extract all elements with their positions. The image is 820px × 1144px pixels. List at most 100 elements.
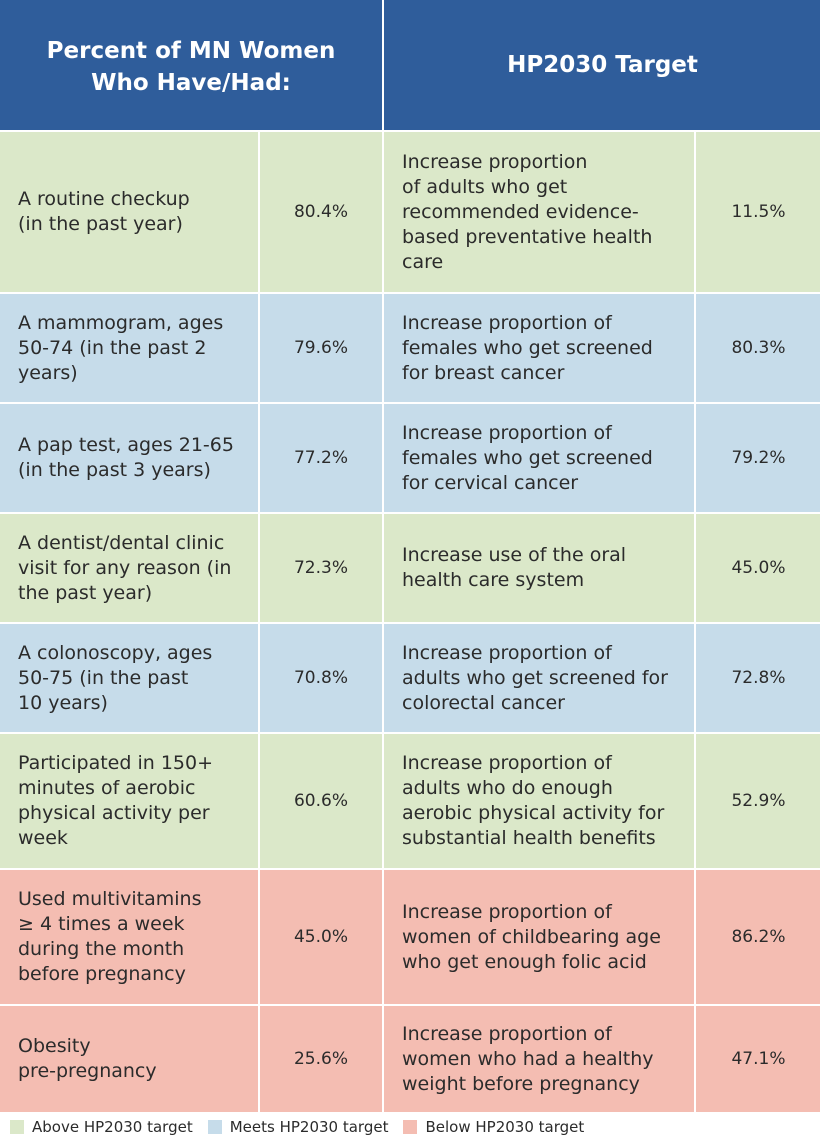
measure-text: Obesity pre-pregnancy bbox=[18, 1034, 157, 1084]
target-description-line: of adults who get bbox=[402, 175, 568, 198]
target-description-line: based preventative health bbox=[402, 225, 653, 248]
measure-line: A routine checkup bbox=[18, 188, 190, 210]
measure-line: visit for any reason (in bbox=[18, 556, 232, 579]
target-value-cell: 79.2% bbox=[696, 404, 820, 512]
target-description-line: Increase proportion of bbox=[402, 421, 612, 444]
mn-value-cell: 80.4% bbox=[260, 132, 382, 292]
target-description-text: Increase proportion of adults who do enou… bbox=[402, 751, 664, 851]
measure-line: 50-75 (in the past bbox=[18, 666, 189, 689]
measure-line: pre-pregnancy bbox=[18, 1060, 157, 1082]
measure-line: A mammogram, ages bbox=[18, 311, 224, 334]
measure-line: 10 years) bbox=[18, 691, 108, 714]
measure-cell: Participated in 150+ minutes of aerobic ph… bbox=[0, 734, 258, 868]
target-description-line: adults who do enough bbox=[402, 777, 613, 799]
target-description-line: Increase proportion of bbox=[402, 900, 612, 923]
measure-line: (in the past 3 years) bbox=[18, 459, 211, 481]
target-description-cell: Increase use of the oral health care syst… bbox=[384, 514, 694, 622]
target-description-cell: Increase proportion of females who get sc… bbox=[384, 404, 694, 512]
target-description-line: substantial health benefits bbox=[402, 827, 656, 849]
target-description-line: Increase use of the oral bbox=[402, 544, 627, 566]
measure-line: A colonoscopy, ages bbox=[18, 641, 213, 664]
measure-line: during the month bbox=[18, 938, 185, 960]
target-description-line: Increase proportion of bbox=[402, 752, 612, 774]
target-description-cell: Increase proportion of women of childbear… bbox=[384, 870, 694, 1004]
header-left-line-1: Percent of MN Women bbox=[46, 38, 336, 64]
target-description-line: females who get screened bbox=[402, 336, 653, 359]
measure-line: week bbox=[18, 827, 68, 849]
mn-value-cell: 45.0% bbox=[260, 870, 382, 1004]
target-description-line: Increase proportion of bbox=[402, 311, 612, 334]
target-description-cell: Increase proportion of adults who do enou… bbox=[384, 734, 694, 868]
legend-swatch bbox=[403, 1120, 418, 1134]
target-value-cell: 45.0% bbox=[696, 514, 820, 622]
target-value-cell: 86.2% bbox=[696, 870, 820, 1004]
mn-value-cell: 72.3% bbox=[260, 514, 382, 622]
mn-value-cell: 79.6% bbox=[260, 294, 382, 402]
measure-line: the past year) bbox=[18, 581, 153, 604]
target-description-line: aerobic physical activity for bbox=[402, 802, 665, 824]
measure-cell: A colonoscopy, ages 50-75 (in the past 10 … bbox=[0, 624, 258, 732]
measure-line: A pap test, ages 21-65 bbox=[18, 434, 234, 456]
target-description-line: women who had a healthy bbox=[402, 1047, 654, 1070]
target-description-cell: Increase proportion of adults who get scr… bbox=[384, 624, 694, 732]
measure-cell: Obesity pre-pregnancy bbox=[0, 1006, 258, 1112]
measure-line: ≥ 4 times a week bbox=[18, 913, 185, 935]
target-description-line: females who get screened bbox=[402, 446, 653, 469]
header-mn-women: Percent of MN Women Who Have/Had: bbox=[0, 0, 382, 130]
target-value-cell: 72.8% bbox=[696, 624, 820, 732]
measure-line: physical activity per bbox=[18, 802, 210, 824]
legend-item-above: Above HP2030 target bbox=[10, 1118, 193, 1136]
measure-line: before pregnancy bbox=[18, 963, 186, 985]
target-description-cell: Increase proportion of females who get sc… bbox=[384, 294, 694, 402]
measure-line: Participated in 150+ bbox=[18, 752, 214, 774]
target-description-text: Increase proportion of women of childbear… bbox=[402, 900, 661, 975]
target-description-line: care bbox=[402, 250, 444, 273]
target-description-line: women of childbearing age bbox=[402, 925, 661, 948]
legend-label: Above HP2030 target bbox=[32, 1118, 193, 1136]
health-indicators-table: Percent of MN Women Who Have/Had: HP2030… bbox=[0, 0, 820, 1112]
legend-item-below: Below HP2030 target bbox=[403, 1118, 584, 1136]
measure-line: Used multivitamins bbox=[18, 888, 202, 910]
measure-line: 50-74 (in the past 2 bbox=[18, 336, 207, 359]
target-description-line: for breast cancer bbox=[402, 361, 565, 384]
legend-label: Below HP2030 target bbox=[425, 1118, 585, 1136]
measure-cell: A mammogram, ages 50-74 (in the past 2 yea… bbox=[0, 294, 258, 402]
legend-swatch bbox=[10, 1120, 24, 1134]
measure-line: (in the past year) bbox=[18, 213, 183, 235]
color-legend: Above HP2030 target Meets HP2030 target Be… bbox=[10, 1116, 599, 1138]
measure-text: A routine checkup (in the past year) bbox=[18, 187, 190, 237]
measure-text: Used multivitamins ≥ 4 times a week during… bbox=[18, 887, 202, 987]
measure-line: Obesity bbox=[18, 1035, 91, 1057]
measure-text: A colonoscopy, ages 50-75 (in the past 10 … bbox=[18, 641, 212, 716]
target-description-text: Increase proportion of females who get sc… bbox=[402, 421, 653, 496]
target-description-text: Increase proportion of adults who get reco… bbox=[402, 150, 652, 275]
target-description-cell: Increase proportion of women who had a he… bbox=[384, 1006, 694, 1112]
target-description-line: Increase proportion bbox=[402, 150, 588, 173]
legend-item-meets: Meets HP2030 target bbox=[207, 1118, 389, 1136]
target-description-line: adults who get screened for bbox=[402, 666, 668, 689]
target-value-cell: 52.9% bbox=[696, 734, 820, 868]
target-description-line: weight before pregnancy bbox=[402, 1072, 640, 1095]
target-value-cell: 11.5% bbox=[696, 132, 820, 292]
target-description-line: Increase proportion of bbox=[402, 1022, 612, 1045]
legend-label: Meets HP2030 target bbox=[229, 1118, 389, 1136]
target-description-text: Increase proportion of females who get sc… bbox=[402, 311, 653, 386]
target-description-line: health care system bbox=[402, 569, 585, 591]
target-value-cell: 80.3% bbox=[696, 294, 820, 402]
target-description-text: Increase proportion of adults who get scr… bbox=[402, 641, 668, 716]
measure-line: A dentist/dental clinic bbox=[18, 531, 225, 554]
target-description-line: for cervical cancer bbox=[402, 471, 579, 494]
target-description-line: colorectal cancer bbox=[402, 691, 565, 714]
header-left-line-2: Who Have/Had: bbox=[91, 70, 291, 96]
measure-line: minutes of aerobic bbox=[18, 777, 196, 799]
measure-text: A mammogram, ages 50-74 (in the past 2 yea… bbox=[18, 311, 223, 386]
target-description-cell: Increase proportion of adults who get reco… bbox=[384, 132, 694, 292]
target-description-text: Increase proportion of women who had a he… bbox=[402, 1022, 654, 1097]
measure-text: Participated in 150+ minutes of aerobic ph… bbox=[18, 751, 213, 851]
measure-cell: A dentist/dental clinic visit for any rea… bbox=[0, 514, 258, 622]
mn-value-cell: 70.8% bbox=[260, 624, 382, 732]
legend-swatch bbox=[207, 1120, 222, 1134]
measure-cell: A routine checkup (in the past year) bbox=[0, 132, 258, 292]
target-description-line: who get enough folic acid bbox=[402, 950, 647, 973]
target-description-line: Increase proportion of bbox=[402, 641, 612, 664]
